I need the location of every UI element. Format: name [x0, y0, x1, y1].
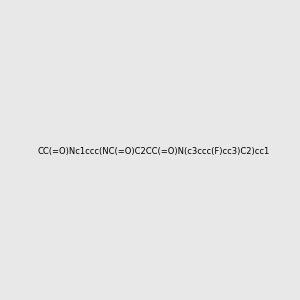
Text: CC(=O)Nc1ccc(NC(=O)C2CC(=O)N(c3ccc(F)cc3)C2)cc1: CC(=O)Nc1ccc(NC(=O)C2CC(=O)N(c3ccc(F)cc3… — [38, 147, 270, 156]
